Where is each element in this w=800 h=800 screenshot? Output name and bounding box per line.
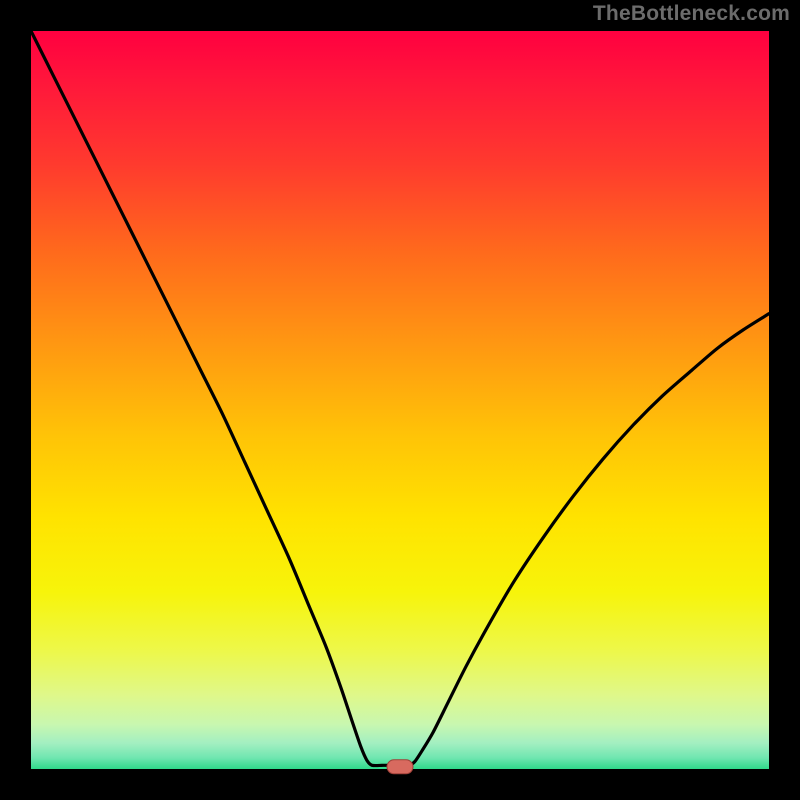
plot-area (31, 31, 769, 769)
min-marker (31, 31, 769, 769)
watermark-text: TheBottleneck.com (593, 2, 790, 26)
chart-frame: TheBottleneck.com (0, 0, 800, 800)
